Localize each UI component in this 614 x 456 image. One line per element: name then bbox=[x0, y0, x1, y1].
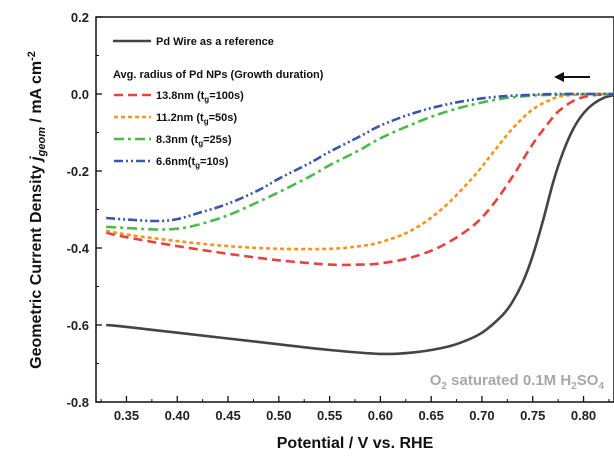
x-axis-ticks: 0.35 0.40 0.45 0.50 0.55 0.60 0.65 0.70 0.75 0.80 bbox=[100, 396, 610, 423]
x-tick-label: 0.80 bbox=[571, 408, 596, 423]
series-layer bbox=[105, 92, 614, 356]
y-tick-label: 0.0 bbox=[71, 87, 89, 102]
x-tick-label: 0.60 bbox=[368, 408, 393, 423]
y-tick-label: -0.4 bbox=[67, 241, 90, 256]
x-tick-label: 0.45 bbox=[215, 408, 240, 423]
scan-direction-arrow-icon bbox=[554, 72, 590, 82]
series-line-8-3nm bbox=[106, 92, 614, 231]
x-tick-label: 0.35 bbox=[114, 408, 139, 423]
x-tick-label: 0.50 bbox=[266, 408, 291, 423]
series-line-13-8nm bbox=[105, 92, 614, 267]
series-line-6-6nm bbox=[106, 92, 614, 223]
legend-label-6-6nm: 6.6nm(tg=10s) bbox=[156, 156, 229, 170]
legend-label-reference: Pd Wire as a reference bbox=[156, 36, 274, 48]
x-tick-label: 0.70 bbox=[469, 408, 494, 423]
y-axis-title: Geometric Current Density jgeom / mA cm-… bbox=[26, 51, 48, 369]
legend-label-13-8nm: 13.8nm (tg=100s) bbox=[156, 90, 244, 104]
legend-header: Avg. radius of Pd NPs (Growth duration) bbox=[113, 69, 324, 81]
series-line-11-2nm bbox=[105, 92, 614, 251]
series-line-pd-wire bbox=[106, 93, 614, 356]
y-tick-label: 0.2 bbox=[71, 10, 89, 25]
x-tick-label: 0.55 bbox=[317, 408, 342, 423]
x-tick-label: 0.75 bbox=[520, 408, 545, 423]
y-axis-ticks: 0.2 0.0 -0.2 -0.4 -0.6 -0.8 bbox=[67, 10, 102, 410]
x-tick-label: 0.40 bbox=[165, 408, 190, 423]
x-axis-title: Potential / V vs. RHE bbox=[277, 435, 434, 452]
y-tick-label: -0.6 bbox=[67, 318, 89, 333]
y-tick-label: -0.8 bbox=[67, 395, 89, 410]
y-tick-label: -0.2 bbox=[67, 164, 89, 179]
legend: Pd Wire as a reference Avg. radius of Pd… bbox=[113, 36, 324, 170]
legend-label-8-3nm: 8.3nm (tg=25s) bbox=[156, 134, 232, 148]
legend-label-11-2nm: 11.2nm (tg=50s) bbox=[156, 112, 237, 126]
electrolyte-annotation: O2 saturated 0.1M H2SO4 bbox=[430, 372, 605, 392]
x-tick-label: 0.65 bbox=[419, 408, 444, 423]
